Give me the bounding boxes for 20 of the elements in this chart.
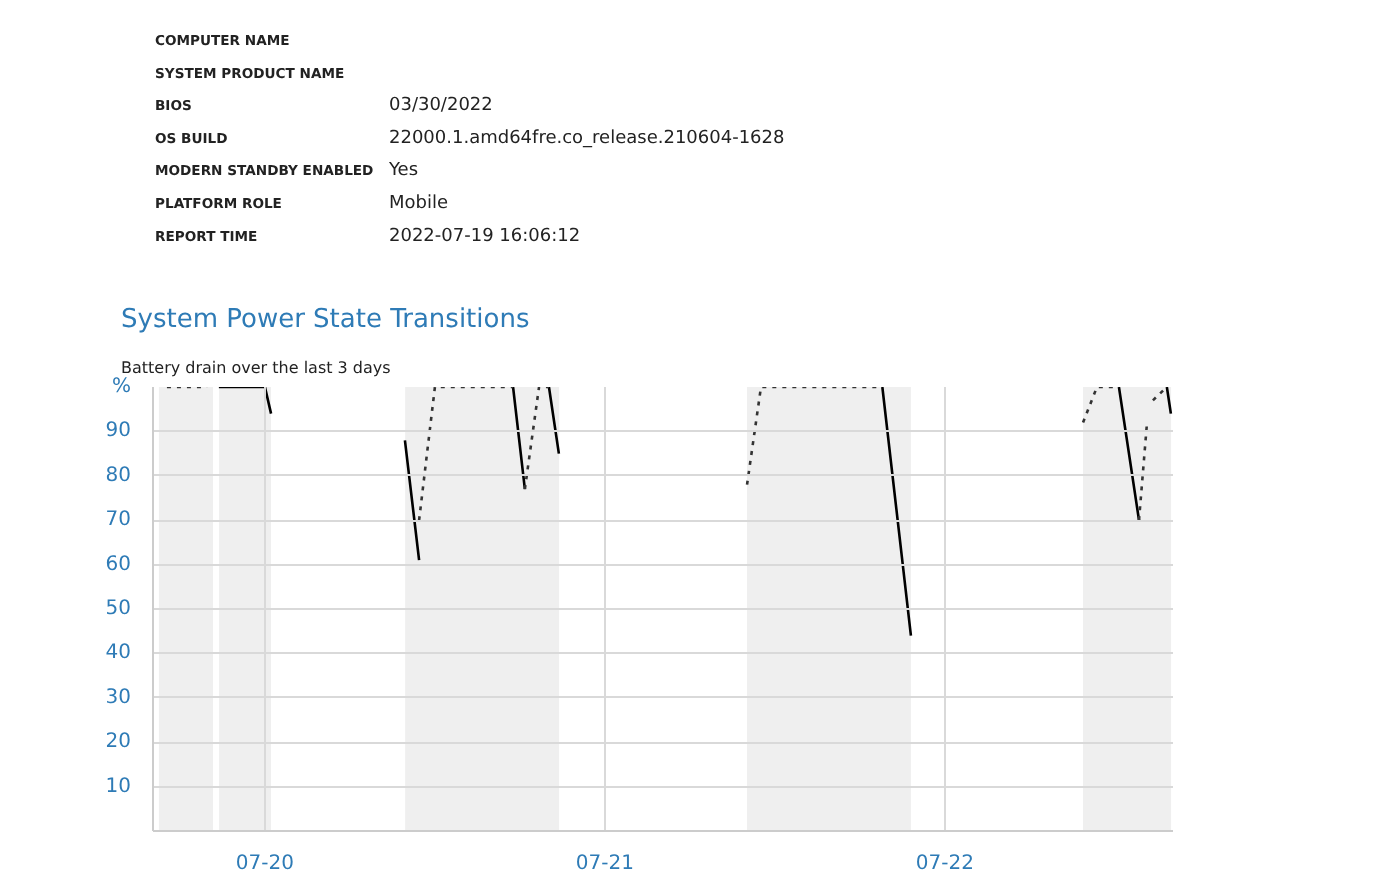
chart-title: System Power State Transitions [121, 305, 530, 335]
text: 03/30/2022 [389, 96, 493, 117]
x-tick-label: 07-22 [915, 853, 974, 874]
y-tick-label: 50 [105, 598, 132, 620]
y-tick-label: 60 [105, 553, 132, 576]
y-tick-label: 70 [105, 509, 132, 532]
y-tick-label: 90 [105, 420, 132, 443]
y-tick-label: 80 [105, 464, 132, 487]
x-tick-label: 07-20 [235, 853, 294, 874]
y-tick-label: 30 [105, 686, 132, 709]
text: 2022-07-19 16:06:12 [389, 226, 581, 247]
text: Mobile [389, 194, 449, 214]
y-tick-label: 40 [105, 642, 132, 665]
text: Yes [387, 161, 419, 182]
y-tick-label: 20 [105, 731, 132, 754]
text: 22000.1.amd64fre.co_release.210604-1628 [389, 128, 786, 149]
chart-subtitle: Battery drain over the last 3 days [121, 359, 391, 377]
x-tick-label: 07-21 [575, 853, 634, 874]
y-tick-label: % [112, 376, 132, 398]
y-tick-label: 10 [105, 775, 132, 798]
